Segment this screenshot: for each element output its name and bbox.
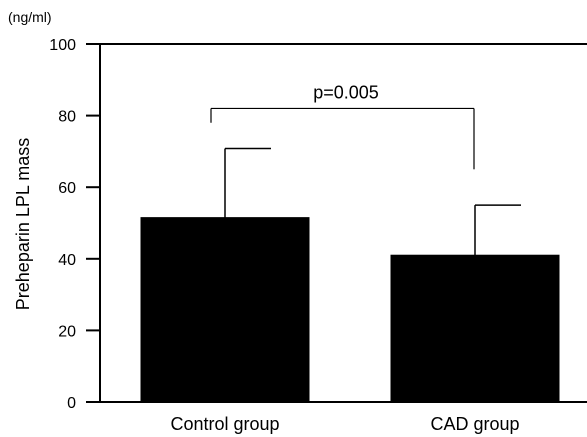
- y-ticks: 0 20 40 60 80 100: [49, 37, 100, 412]
- y-tick-label: 0: [67, 395, 76, 412]
- y-tick-label: 100: [49, 37, 76, 54]
- bar: [140, 217, 310, 403]
- category-labels: Control group CAD group: [170, 414, 519, 434]
- bars: [140, 217, 560, 403]
- y-tick-label: 60: [58, 180, 76, 197]
- significance-bracket: p=0.005: [210, 82, 475, 170]
- y-unit-label: (ng/ml): [8, 9, 52, 25]
- bar: [390, 254, 560, 403]
- y-tick-label: 40: [58, 252, 76, 269]
- error-bars: [224, 147, 521, 256]
- p-value-label: p=0.005: [313, 82, 379, 102]
- y-tick-label: 20: [58, 323, 76, 340]
- category-label: CAD group: [430, 414, 519, 434]
- y-axis-label: Preheparin LPL mass: [13, 138, 33, 310]
- category-label: Control group: [170, 414, 279, 434]
- y-tick-label: 80: [58, 109, 76, 126]
